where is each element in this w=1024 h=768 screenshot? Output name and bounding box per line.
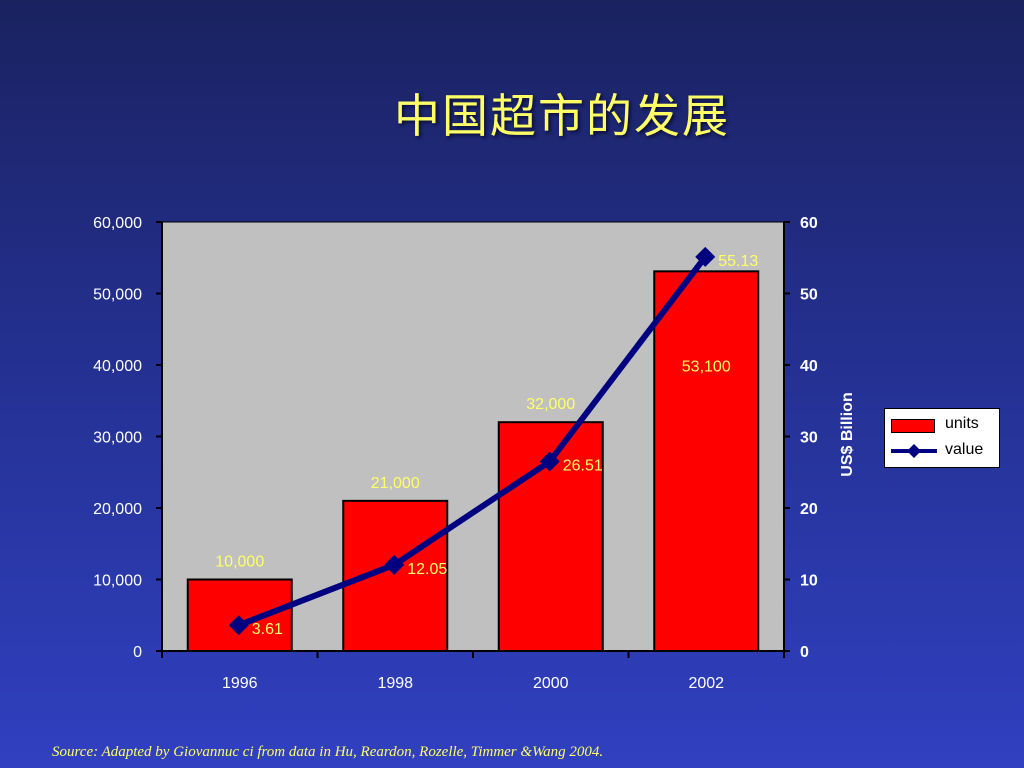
x-tick-label: 2002 xyxy=(688,675,724,692)
left-tick-label: 30,000 xyxy=(93,430,142,447)
value-label-1996: 3.61 xyxy=(252,621,283,638)
value-marker-1998 xyxy=(384,554,405,575)
source-note: Source: Adapted by Giovannuc ci from dat… xyxy=(52,744,604,760)
left-tick-label: 0 xyxy=(133,644,142,661)
right-axis-title: US$ Billion xyxy=(839,392,856,476)
right-tick-label: 10 xyxy=(800,573,818,590)
bar-label-2000: 32,000 xyxy=(526,396,575,413)
left-tick-label: 50,000 xyxy=(93,287,142,304)
left-tick-label: 20,000 xyxy=(93,501,142,518)
legend: units value xyxy=(884,408,1000,468)
value-label-1998: 12.05 xyxy=(407,561,447,578)
right-tick-label: 40 xyxy=(800,358,818,375)
right-tick-label: 30 xyxy=(800,430,818,447)
value-marker-1996 xyxy=(228,615,249,636)
bar-label-1996: 10,000 xyxy=(215,554,264,571)
x-tick-label: 2000 xyxy=(533,675,569,692)
legend-swatch-bar xyxy=(891,419,935,433)
value-label-2002: 55.13 xyxy=(718,253,758,270)
right-tick-label: 50 xyxy=(800,287,818,304)
bar-label-1998: 21,000 xyxy=(371,475,420,492)
bar-2002 xyxy=(653,270,760,652)
bar-label-2002: 53,100 xyxy=(682,358,731,375)
left-tick-label: 10,000 xyxy=(93,573,142,590)
legend-label-units: units xyxy=(945,415,979,432)
value-label-2000: 26.51 xyxy=(563,457,603,474)
value-marker-2002 xyxy=(695,246,716,267)
legend-label-value: value xyxy=(945,441,984,458)
legend-item-units: units xyxy=(885,413,999,437)
right-tick-label: 20 xyxy=(800,501,818,518)
legend-swatch-line xyxy=(891,444,937,458)
bar-1996 xyxy=(186,578,293,652)
left-tick-label: 40,000 xyxy=(93,358,142,375)
right-tick-label: 0 xyxy=(800,644,809,661)
right-tick-label: 60 xyxy=(800,215,818,232)
value-marker-2000 xyxy=(539,451,560,472)
slide-title: 中国超市的发展 xyxy=(394,89,730,143)
value-line xyxy=(237,255,708,628)
legend-item-value: value xyxy=(885,439,999,463)
x-tick-label: 1996 xyxy=(222,675,258,692)
x-tick-label: 1998 xyxy=(377,675,413,692)
left-tick-label: 60,000 xyxy=(93,215,142,232)
